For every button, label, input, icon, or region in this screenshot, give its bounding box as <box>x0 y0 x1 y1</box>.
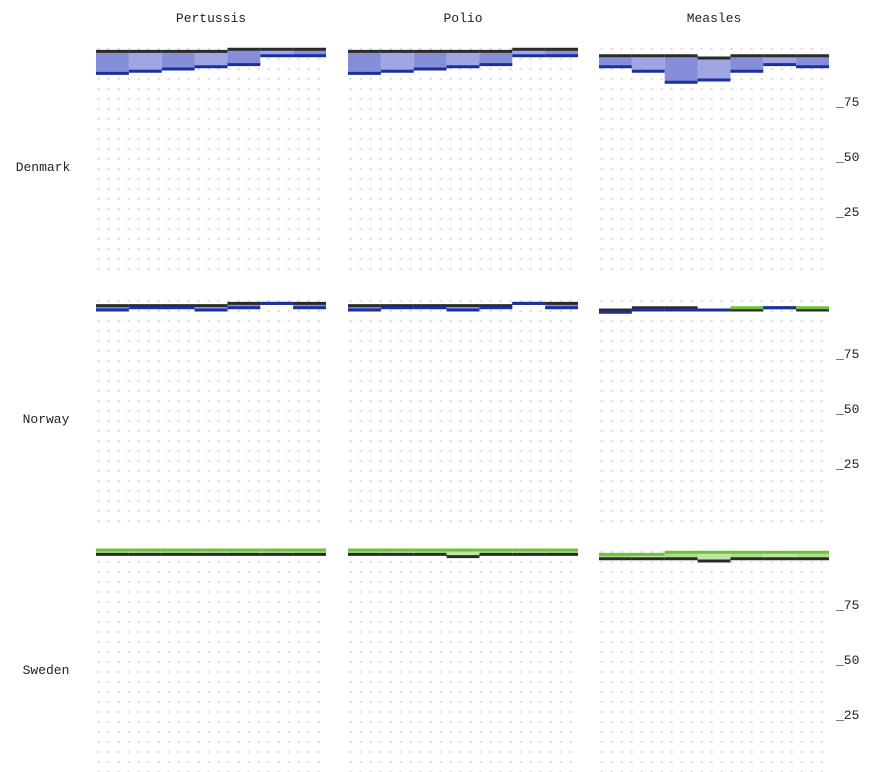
gap-fill <box>161 550 195 555</box>
series <box>96 548 326 556</box>
panel-norway-measles <box>599 300 830 522</box>
gap-fill <box>227 49 261 65</box>
series <box>348 301 578 312</box>
gap-fill <box>446 550 480 557</box>
gap-fill <box>260 49 294 56</box>
y-tick-label: _25 <box>835 708 859 723</box>
gap-fill <box>194 550 228 555</box>
gap-fill <box>96 305 129 310</box>
gap-fill <box>512 550 546 555</box>
gap-fill <box>413 51 447 69</box>
y-axes: _75 _50 _25 _75 _50 _25 _75 _50 _25 <box>835 95 859 723</box>
grid <box>600 48 830 270</box>
y-tick-label: _50 <box>835 150 859 165</box>
series <box>348 548 578 559</box>
panel-norway-polio <box>348 300 579 522</box>
gap-fill <box>128 51 162 72</box>
gap-fill <box>348 305 381 310</box>
row-titles: Denmark Norway Sweden <box>16 160 71 678</box>
gap-fill <box>96 51 129 74</box>
gap-fill <box>664 552 698 559</box>
gap-fill <box>161 51 195 69</box>
gap-fill <box>194 305 228 310</box>
gap-fill <box>730 552 764 559</box>
gap-fill <box>796 552 829 559</box>
panel-sweden-measles <box>599 550 830 772</box>
y-tick-label: _75 <box>835 598 859 613</box>
gap-fill <box>194 51 228 67</box>
y-tick-label: _75 <box>835 347 859 362</box>
panels <box>96 47 830 772</box>
gap-fill <box>293 303 326 308</box>
panel-denmark-polio <box>348 47 579 270</box>
grid <box>600 300 830 522</box>
gap-fill <box>128 550 162 555</box>
gap-fill <box>545 303 578 308</box>
gap-fill <box>631 55 665 72</box>
gap-fill <box>348 550 381 555</box>
gap-fill <box>545 49 578 56</box>
gap-fill <box>697 552 731 561</box>
gap-fill <box>763 55 797 65</box>
series <box>599 306 829 314</box>
gap-fill <box>96 550 129 555</box>
gap-fill <box>545 550 578 555</box>
grid <box>97 48 327 270</box>
grid <box>97 551 327 772</box>
grid <box>349 48 579 270</box>
panel-sweden-polio <box>348 548 579 772</box>
y-tick-label: _50 <box>835 653 859 668</box>
y-tick-label: _75 <box>835 95 859 110</box>
series <box>599 54 829 84</box>
panel-denmark-pertussis <box>96 47 327 270</box>
series <box>348 47 578 75</box>
gap-fill <box>599 554 632 559</box>
gap-fill <box>293 49 326 56</box>
gap-fill <box>380 51 414 72</box>
row-title-norway: Norway <box>23 412 70 427</box>
grid <box>97 300 327 522</box>
gap-fill <box>380 550 414 555</box>
column-title-measles: Measles <box>687 11 742 26</box>
gap-fill <box>763 552 797 559</box>
row-title-denmark: Denmark <box>16 160 71 175</box>
gap-fill <box>479 51 513 65</box>
gap-fill <box>479 550 513 555</box>
gap-fill <box>512 49 546 56</box>
y-tick-label: _25 <box>835 457 859 472</box>
series <box>96 47 326 75</box>
y-tick-label: _50 <box>835 402 859 417</box>
gap-fill <box>631 554 665 559</box>
series <box>96 301 326 312</box>
grid <box>349 300 579 522</box>
panel-sweden-pertussis <box>96 548 327 772</box>
gap-fill <box>413 550 447 555</box>
series <box>599 550 829 563</box>
panel-denmark-measles <box>599 48 830 270</box>
gap-fill <box>227 550 261 555</box>
column-title-pertussis: Pertussis <box>176 11 246 26</box>
row-title-sweden: Sweden <box>23 663 70 678</box>
gap-fill <box>348 51 381 74</box>
gap-fill <box>664 55 698 83</box>
gap-fill <box>446 305 480 310</box>
y-tick-label: _25 <box>835 205 859 220</box>
panel-norway-pertussis <box>96 300 327 522</box>
gap-fill <box>796 55 829 67</box>
gap-fill <box>697 58 731 80</box>
gap-fill <box>227 303 261 308</box>
gap-fill <box>293 550 326 555</box>
gap-fill <box>260 550 294 555</box>
grid <box>349 551 579 772</box>
column-title-polio: Polio <box>443 11 482 26</box>
gap-fill <box>730 55 764 72</box>
column-titles: Pertussis Polio Measles <box>176 11 741 26</box>
gap-fill <box>446 51 480 67</box>
gap-fill <box>599 55 632 67</box>
grid <box>600 551 830 772</box>
